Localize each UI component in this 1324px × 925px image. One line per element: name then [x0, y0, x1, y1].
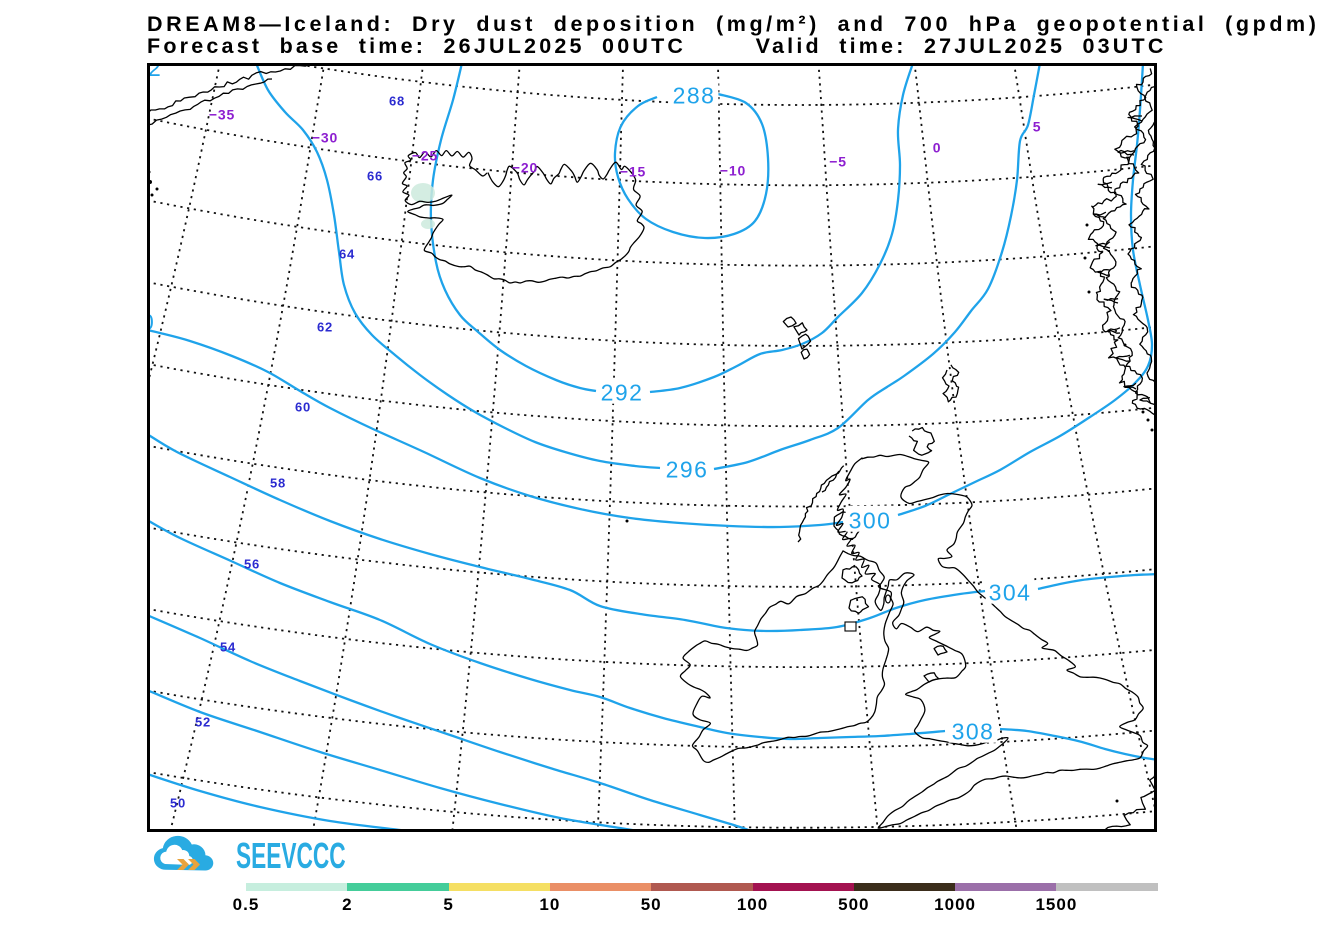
svg-text:62: 62 [317, 320, 333, 335]
svg-text:52: 52 [195, 715, 211, 730]
svg-text:58: 58 [270, 476, 286, 491]
svg-text:SEEVCCC: SEEVCCC [236, 837, 346, 876]
svg-text:0: 0 [147, 309, 154, 335]
svg-text:66: 66 [367, 169, 383, 184]
svg-text:2: 2 [148, 63, 161, 81]
svg-text:5: 5 [1033, 119, 1042, 135]
svg-text:−25: −25 [412, 148, 438, 164]
svg-text:56: 56 [244, 557, 260, 572]
svg-text:292: 292 [601, 379, 644, 405]
svg-text:50: 50 [170, 796, 186, 811]
svg-text:−15: −15 [620, 164, 646, 180]
svg-text:288: 288 [673, 82, 716, 108]
svg-text:68: 68 [389, 94, 405, 109]
svg-text:54: 54 [220, 640, 236, 655]
svg-text:304: 304 [989, 579, 1032, 605]
svg-text:−5: −5 [829, 154, 847, 170]
svg-text:296: 296 [666, 456, 709, 482]
svg-text:60: 60 [295, 400, 311, 415]
svg-text:−20: −20 [512, 160, 538, 176]
svg-text:0: 0 [933, 140, 942, 156]
svg-text:64: 64 [339, 247, 355, 262]
svg-text:−35: −35 [209, 107, 235, 123]
svg-text:308: 308 [952, 718, 995, 744]
svg-text:−10: −10 [720, 163, 746, 179]
svg-text:300: 300 [849, 507, 892, 533]
svg-text:−30: −30 [312, 130, 338, 146]
